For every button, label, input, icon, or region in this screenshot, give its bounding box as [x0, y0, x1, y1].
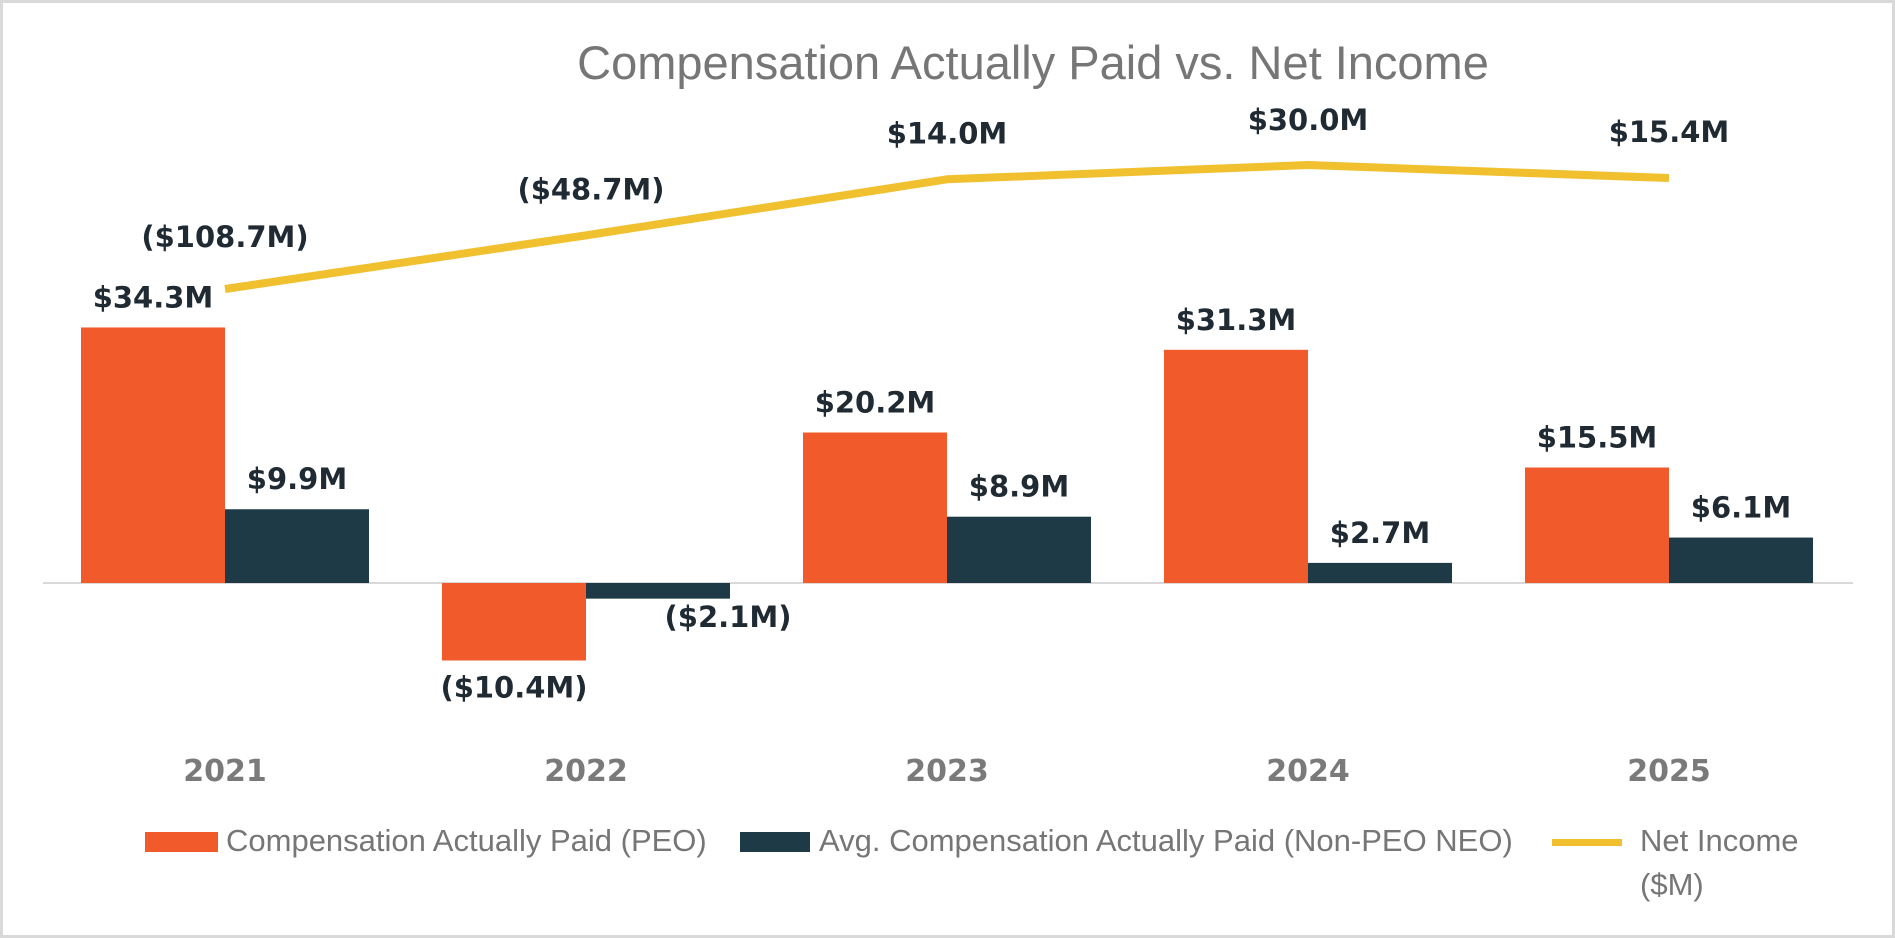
bar-s1-2021 — [225, 509, 369, 583]
legend-item-1: Compensation Actually Paid (PEO) — [145, 823, 707, 858]
x-tick-label-2021: 2021 — [183, 754, 267, 789]
bar-label-s1-2024: $2.7M — [1330, 516, 1430, 550]
line-label-2022: ($48.7M) — [517, 172, 664, 206]
bar-s1-2025 — [1669, 537, 1813, 583]
legend-label-1: Compensation Actually Paid (PEO) — [226, 823, 707, 858]
data-label-group: $34.3M ($10.4M) $20.2M $31.3M $15.5M $9.9M ($2… — [93, 103, 1792, 704]
bar-label-s0-2025: $15.5M — [1537, 421, 1658, 455]
bar-s0-2021 — [81, 327, 225, 583]
legend-swatch-3 — [1552, 839, 1622, 846]
legend-label-3: Net Income ($M) — [1640, 823, 1799, 902]
line-label-2023: $14.0M — [887, 116, 1008, 150]
bar-label-s1-2025: $6.1M — [1691, 491, 1791, 525]
bar-label-s0-2024: $31.3M — [1176, 303, 1297, 337]
line-series-group — [224, 161, 1670, 293]
legend-item-3: Net Income ($M) — [1552, 823, 1799, 902]
bar-s0-2022 — [442, 583, 586, 661]
x-tick-label-2024: 2024 — [1266, 754, 1350, 789]
bar-s0-2023 — [803, 432, 947, 583]
legend-item-2: Avg. Compensation Actually Paid (Non-PEO… — [740, 823, 1513, 858]
bar-label-s0-2023: $20.2M — [815, 386, 936, 420]
bar-label-s1-2021: $9.9M — [247, 462, 347, 496]
bar-s1-2024 — [1308, 562, 1452, 583]
bar-s0-2025 — [1525, 467, 1669, 583]
line-label-2024: $30.0M — [1248, 103, 1369, 137]
bar-s1-2023 — [947, 516, 1091, 583]
x-tick-label-2025: 2025 — [1627, 754, 1711, 789]
x-axis-ticks: 2021 2022 2023 2024 2025 — [183, 754, 1711, 789]
x-tick-label-2022: 2022 — [544, 754, 628, 789]
net-income-line — [224, 161, 1670, 293]
line-label-2025: $15.4M — [1609, 115, 1730, 149]
chart-svg: Compensation Actually Paid vs. Net Incom… — [43, 36, 1853, 902]
legend-label-2: Avg. Compensation Actually Paid (Non-PEO… — [819, 823, 1513, 858]
bar-group — [81, 327, 1813, 661]
line-label-2021: ($108.7M) — [141, 220, 308, 254]
x-tick-label-2023: 2023 — [905, 754, 989, 789]
bar-label-s0-2021: $34.3M — [93, 280, 214, 314]
legend: Compensation Actually Paid (PEO) Avg. Com… — [145, 823, 1799, 902]
bar-label-s0-2022: ($10.4M) — [440, 670, 587, 704]
bar-s0-2024 — [1164, 349, 1308, 583]
bar-s1-2022 — [586, 583, 730, 599]
legend-swatch-1 — [145, 832, 218, 852]
bar-label-s1-2022: ($2.1M) — [665, 600, 792, 634]
legend-swatch-2 — [740, 832, 810, 852]
chart-title: Compensation Actually Paid vs. Net Incom… — [577, 36, 1489, 89]
bar-label-s1-2023: $8.9M — [969, 470, 1069, 504]
